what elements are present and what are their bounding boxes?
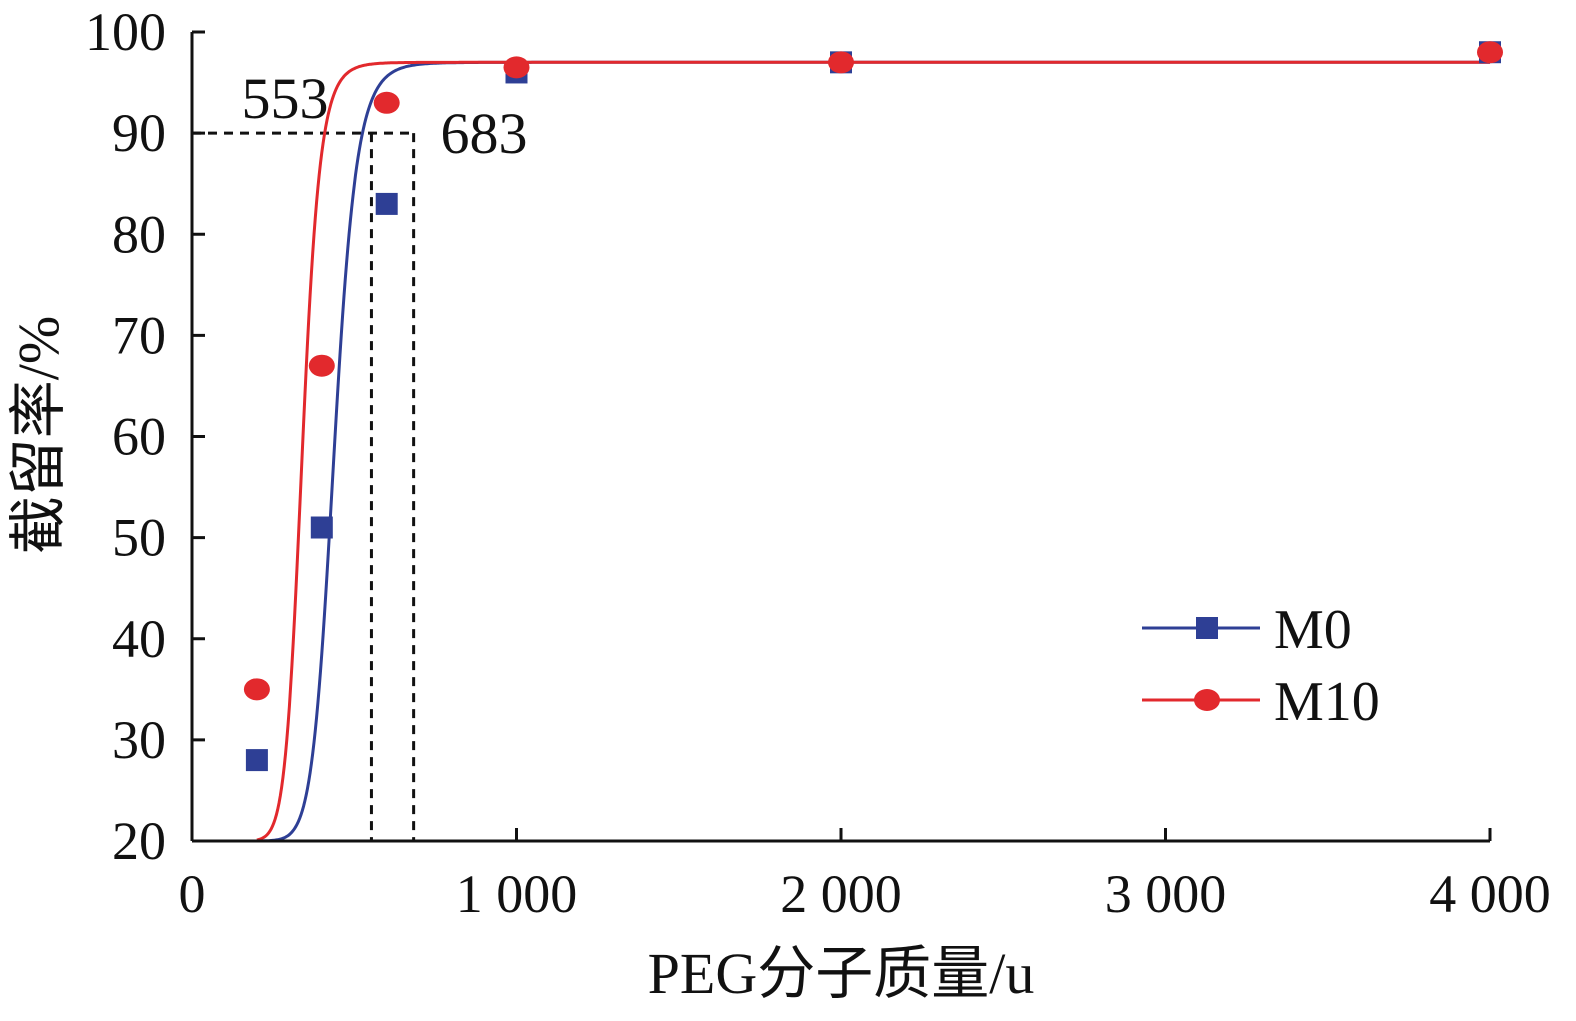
legend-label-m10: M10 bbox=[1274, 671, 1380, 733]
x-tick-label: 0 bbox=[179, 864, 206, 924]
x-tick-label: 1 000 bbox=[456, 864, 578, 924]
y-tick-label: 90 bbox=[112, 103, 166, 163]
point-m10 bbox=[503, 56, 530, 79]
y-ticks: 20 30 40 50 60 70 80 90 100 bbox=[85, 2, 205, 871]
y-tick-label: 40 bbox=[112, 609, 166, 669]
legend-marker-m10 bbox=[1194, 689, 1220, 711]
annotation-553: 553 bbox=[242, 66, 329, 131]
legend-label-m0: M0 bbox=[1274, 599, 1352, 661]
y-tick-label: 80 bbox=[112, 204, 166, 264]
x-ticks: 0 1 000 2 000 3 000 4 000 bbox=[179, 828, 1551, 924]
point-m10 bbox=[308, 354, 335, 377]
point-m10 bbox=[1477, 41, 1503, 64]
y-tick-label: 50 bbox=[112, 508, 166, 568]
annotation-683: 683 bbox=[441, 101, 528, 166]
point-m10 bbox=[828, 51, 854, 74]
fit-curves bbox=[256, 60, 1490, 843]
annotations: 553 683 bbox=[242, 66, 528, 166]
fit-line-m10 bbox=[256, 60, 1490, 842]
point-m0 bbox=[245, 749, 268, 772]
y-axis-title: 截留率/% bbox=[6, 316, 71, 554]
point-m0 bbox=[310, 516, 333, 539]
point-m10 bbox=[243, 678, 270, 701]
reference-lines bbox=[192, 131, 416, 841]
y-tick-label: 100 bbox=[85, 2, 166, 62]
legend-marker-m0 bbox=[1196, 617, 1218, 639]
x-axis-title: PEG分子质量/u bbox=[648, 941, 1035, 1006]
y-tick-label: 20 bbox=[112, 811, 166, 871]
y-tick-label: 60 bbox=[112, 407, 166, 467]
data-markers bbox=[243, 41, 1503, 772]
x-tick-label: 4 000 bbox=[1429, 864, 1551, 924]
y-tick-label: 70 bbox=[112, 305, 166, 365]
point-m0 bbox=[375, 192, 398, 215]
y-tick-label: 30 bbox=[112, 710, 166, 770]
point-m10 bbox=[373, 91, 400, 114]
x-tick-label: 3 000 bbox=[1105, 864, 1227, 924]
x-tick-label: 2 000 bbox=[780, 864, 902, 924]
